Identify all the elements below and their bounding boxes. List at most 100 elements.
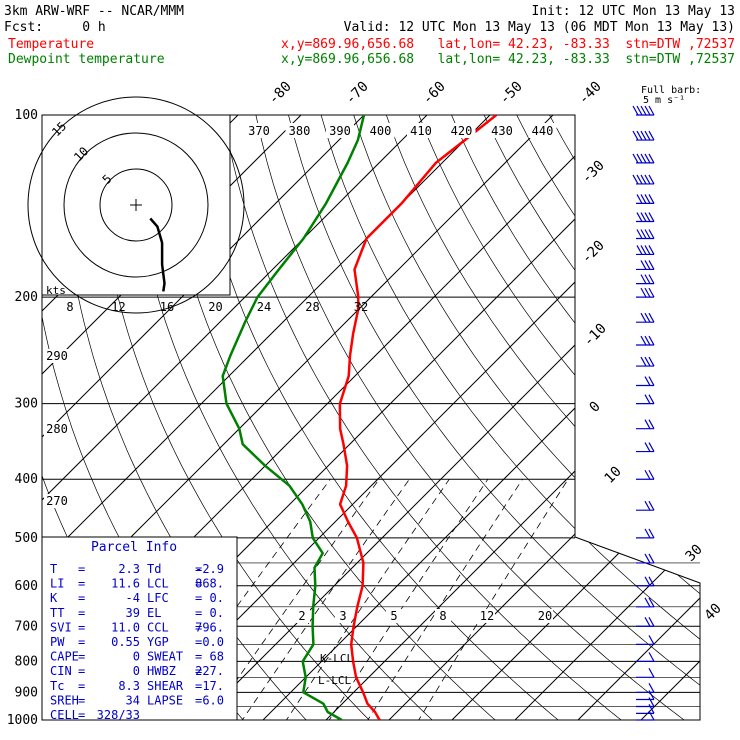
lcl-label: K-LCL [320, 652, 353, 665]
init-time: Init: 12 UTC Mon 13 May 13 [532, 4, 736, 19]
wind-barb-flag [648, 683, 655, 693]
wind-barb-flag [644, 469, 651, 480]
dewpoint-location: x,y=869.96,656.68 lat,lon= 42.23, -83.33… [281, 52, 735, 67]
wind-barb-flag [644, 356, 651, 367]
wind-barb [636, 356, 655, 367]
isotherm-label: -30 [579, 158, 608, 187]
parcel-info-equals: = [78, 664, 85, 678]
wind-barb-flag [644, 616, 651, 627]
wind-barb [636, 260, 655, 271]
isotherm-label: 40 [702, 601, 725, 624]
isotherm-label: 30 [683, 542, 706, 565]
parcel-info-value: 34 [126, 693, 140, 707]
wind-barb-flag [636, 245, 643, 255]
wind-barb [632, 130, 655, 141]
parcel-info-value: 6.0 [202, 693, 224, 707]
theta-e-label: 440 [532, 124, 554, 138]
wind-barb-flag [632, 174, 639, 185]
isotherm-label: -80 [266, 79, 295, 108]
wind-barb-flag [648, 153, 655, 164]
dry-adiabat [418, 115, 700, 720]
parcel-info-value: 11.0 [111, 620, 140, 634]
wind-barb-flag [636, 153, 643, 164]
parcel-info-value: 0 [133, 650, 140, 664]
dry-adiabat [190, 115, 574, 720]
isotherm-label: -20 [579, 238, 608, 267]
parcel-info-equals: = [78, 693, 85, 707]
wind-barb [632, 153, 655, 164]
parcel-info-label: LFC [147, 591, 169, 605]
wind-barb-flag [648, 616, 655, 627]
parcel-info-value: 328/33 [97, 708, 140, 722]
parcel-info-value: 796. [195, 620, 224, 634]
wind-barb-flag [640, 312, 647, 323]
wind-barb-flag [640, 153, 647, 164]
wind-barb-flag [640, 335, 647, 346]
wind-barb-flag [640, 229, 647, 239]
parcel-info-value: 0. [210, 591, 224, 605]
label-background [44, 494, 70, 508]
isotherm-label: 10 [602, 464, 625, 487]
parcel-info-equals: = [78, 635, 85, 649]
wind-barb-flag [648, 229, 655, 239]
isotherm-label: -60 [420, 79, 449, 108]
valid-time: Valid: 12 UTC Mon 13 May 13 (06 MDT Mon … [344, 20, 735, 35]
isotherm-line [262, 115, 700, 720]
parcel-info-label: LI [50, 577, 64, 591]
label-background [335, 609, 351, 623]
model-title: 3km ARW-WRF -- NCAR/MMM [4, 4, 184, 19]
wind-barb-flag [640, 274, 647, 284]
parcel-info-value: 39 [126, 606, 140, 620]
wind-barb-flag [648, 130, 655, 141]
wind-barb-flag [648, 576, 655, 587]
parcel-info-label: CCL [147, 620, 169, 634]
parcel-info-equals: = [78, 591, 85, 605]
mixing-ratio-line [277, 478, 450, 720]
speed-tick-label: 12 [111, 300, 125, 314]
parcel-info-value: 8.3 [118, 679, 140, 693]
wind-barb [636, 442, 655, 453]
theta-e-label: 370 [248, 124, 270, 138]
parcel-info-equals: = [78, 708, 85, 722]
wind-barb-flag [636, 194, 643, 204]
pressure-tick-label: 900 [15, 685, 38, 700]
wind-barb-flag [640, 194, 647, 204]
wind-barb-flag [648, 442, 655, 452]
wind-barb-flag [644, 229, 651, 239]
wind-barb-flag [636, 105, 643, 116]
parcel-info-equals: = [195, 635, 202, 649]
wind-barb [636, 312, 655, 323]
wind-barb-flag [644, 287, 651, 298]
label-background [366, 123, 395, 138]
barb-legend-units: 5 m s⁻¹ [643, 95, 685, 106]
wind-barb-flag [644, 528, 651, 539]
wind-barb-flag [648, 528, 655, 539]
label-background [537, 609, 553, 623]
wind-barb-flag [640, 245, 647, 255]
wind-barb-flag [644, 419, 651, 429]
wind-barb [636, 683, 655, 693]
parcel-info-equals: = [195, 606, 202, 620]
label-background [326, 123, 354, 138]
speed-tick-label: 16 [160, 300, 174, 314]
label-background [44, 422, 70, 436]
parcel-info-equals: = [195, 693, 202, 707]
wind-barb-flag [640, 105, 647, 116]
wind-barb-flag [648, 245, 655, 255]
speed-tick-label: 24 [257, 300, 271, 314]
header: 3km ARW-WRF -- NCAR/MMM Init: 12 UTC Mon… [4, 4, 735, 106]
wind-barb-flag [648, 174, 655, 185]
isotherm-line [42, 115, 428, 720]
pressure-tick-label: 800 [15, 654, 38, 669]
parcel-info-label: CELL [50, 708, 79, 722]
wind-barb [632, 105, 655, 116]
parcel-info-label: PW [50, 635, 65, 649]
wind-barb-flag [648, 274, 655, 284]
dry-adiabat [222, 115, 638, 720]
mixing-ratio-label: 5 [390, 609, 397, 623]
parcel-info-label: SREH [50, 693, 79, 707]
wind-barb [636, 652, 655, 662]
wind-barb-flag [640, 287, 647, 298]
